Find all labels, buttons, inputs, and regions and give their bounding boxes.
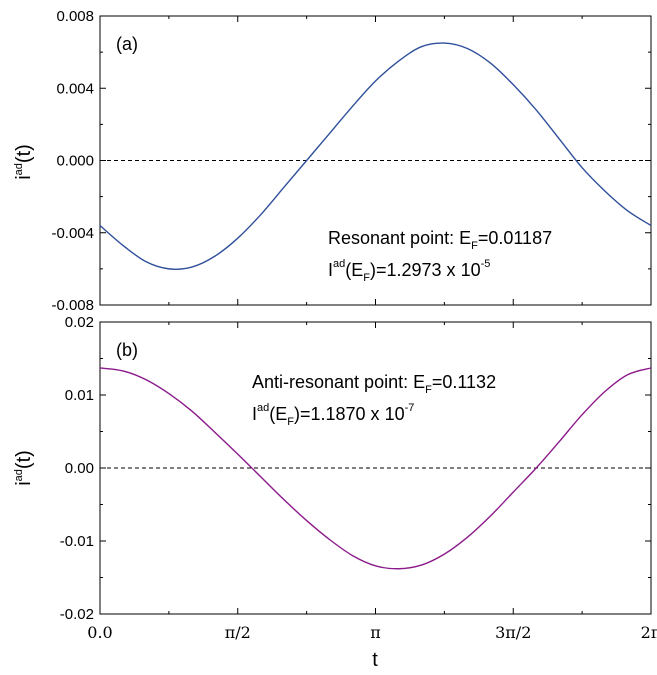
y-tick-label: -0.004 <box>51 225 94 242</box>
y-tick-label: 0.02 <box>65 314 94 331</box>
panel-a-annotation-line1: Resonant point: EF=0.01187 <box>328 228 552 252</box>
x-tick-label: 0.0 <box>87 623 112 642</box>
panel-b: 0.02 0.01 0.00 -0.01 -0.02 (b) Anti-resonant… <box>13 314 652 623</box>
panel-a-y-axis-label: iad(t) <box>13 144 35 180</box>
panel-a-series-line <box>99 42 652 270</box>
panel-b-label: (b) <box>116 340 138 360</box>
panel-b-y-ticks: 0.02 0.01 0.00 -0.01 -0.02 <box>60 314 651 623</box>
panel-b-x-ticks <box>99 322 652 614</box>
x-tick-label: π <box>370 623 381 642</box>
y-tick-label: 0.004 <box>56 80 94 97</box>
y-tick-label: -0.01 <box>60 533 94 550</box>
y-tick-label: 0.000 <box>56 153 94 170</box>
panel-a-x-ticks <box>99 16 652 305</box>
y-tick-label: 0.00 <box>65 460 94 477</box>
x-tick-label: 3π/2 <box>495 623 531 642</box>
panel-a-annotation-line2: Iad(EF)=1.2973 x 10-5 <box>328 258 490 284</box>
x-tick-labels: 0.0 π/2 π 3π/2 2π <box>87 623 657 642</box>
panel-b-y-axis-label: iad(t) <box>13 450 35 486</box>
y-tick-label: 0.008 <box>56 8 94 25</box>
x-axis-label: t <box>372 649 378 671</box>
panel-b-annotation-line1: Anti-resonant point: EF=0.1132 <box>252 372 496 396</box>
panel-a-y-ticks: 0.008 0.004 0.000 -0.004 -0.008 <box>51 8 651 314</box>
panel-a-label: (a) <box>116 34 138 54</box>
y-tick-label: -0.02 <box>60 606 94 623</box>
x-tick-label: 2π <box>641 623 657 642</box>
panel-b-series-line <box>99 367 652 570</box>
x-tick-label: π/2 <box>225 623 251 642</box>
y-tick-label: -0.008 <box>51 297 94 314</box>
y-tick-label: 0.01 <box>65 387 94 404</box>
panel-b-annotation-line2: Iad(EF)=1.1870 x 10-7 <box>252 402 414 428</box>
panel-a: 0.008 0.004 0.000 -0.004 -0.008 (a) Resonant… <box>13 8 652 314</box>
